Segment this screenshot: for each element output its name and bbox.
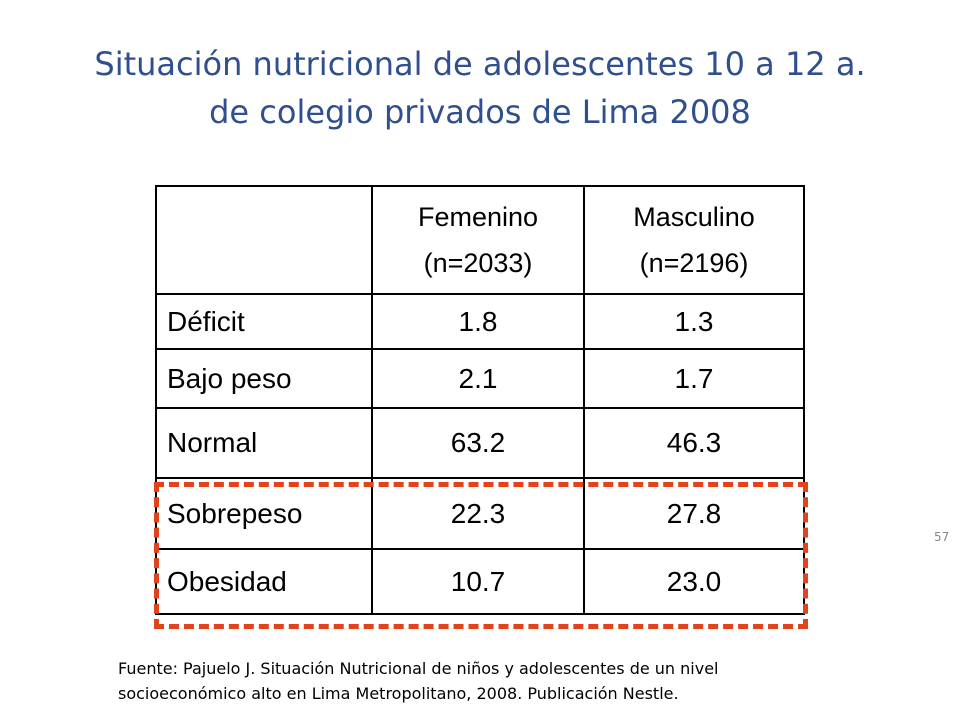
- row-label: Obesidad: [155, 548, 373, 615]
- cell-masculino: 46.3: [583, 407, 805, 479]
- table-row: Bajo peso 2.1 1.7: [155, 348, 805, 409]
- header-masculino: Masculino (n=2196): [583, 185, 805, 295]
- cell-femenino: 10.7: [371, 548, 585, 615]
- cell-masculino: 27.8: [583, 477, 805, 550]
- row-label: Normal: [155, 407, 373, 479]
- table-row: Obesidad 10.7 23.0: [155, 548, 805, 615]
- header-femenino-label: Femenino: [417, 202, 539, 232]
- cell-masculino: 1.7: [583, 348, 805, 409]
- cell-masculino: 23.0: [583, 548, 805, 615]
- table-row: Déficit 1.8 1.3: [155, 293, 805, 350]
- slide-title-line1: Situación nutricional de adolescentes 10…: [94, 45, 866, 83]
- cell-masculino: 1.3: [583, 293, 805, 350]
- nutrition-table: Femenino (n=2033) Masculino (n=2196) Déf…: [155, 185, 805, 615]
- cell-femenino: 2.1: [371, 348, 585, 409]
- source-line2: socioeconómico alto en Lima Metropolitan…: [118, 684, 679, 703]
- header-femenino-n: (n=2033): [423, 248, 533, 278]
- row-label: Déficit: [155, 293, 373, 350]
- cell-femenino: 1.8: [371, 293, 585, 350]
- header-femenino: Femenino (n=2033): [371, 185, 585, 295]
- slide-title-line2: de colegio privados de Lima 2008: [209, 93, 751, 131]
- table-row: Normal 63.2 46.3: [155, 407, 805, 479]
- cell-femenino: 63.2: [371, 407, 585, 479]
- cell-femenino: 22.3: [371, 477, 585, 550]
- row-label: Bajo peso: [155, 348, 373, 409]
- header-empty-cell: [155, 185, 373, 295]
- source-line1: Fuente: Pajuelo J. Situación Nutricional…: [118, 659, 719, 678]
- source-citation: Fuente: Pajuelo J. Situación Nutricional…: [118, 656, 918, 706]
- table-row: Sobrepeso 22.3 27.8: [155, 477, 805, 550]
- header-masculino-label: Masculino: [633, 202, 755, 232]
- page-number: 57: [934, 530, 950, 544]
- slide-title: Situación nutricional de adolescentes 10…: [40, 40, 920, 136]
- row-label: Sobrepeso: [155, 477, 373, 550]
- table-header-row: Femenino (n=2033) Masculino (n=2196): [155, 185, 805, 295]
- header-masculino-n: (n=2196): [639, 248, 749, 278]
